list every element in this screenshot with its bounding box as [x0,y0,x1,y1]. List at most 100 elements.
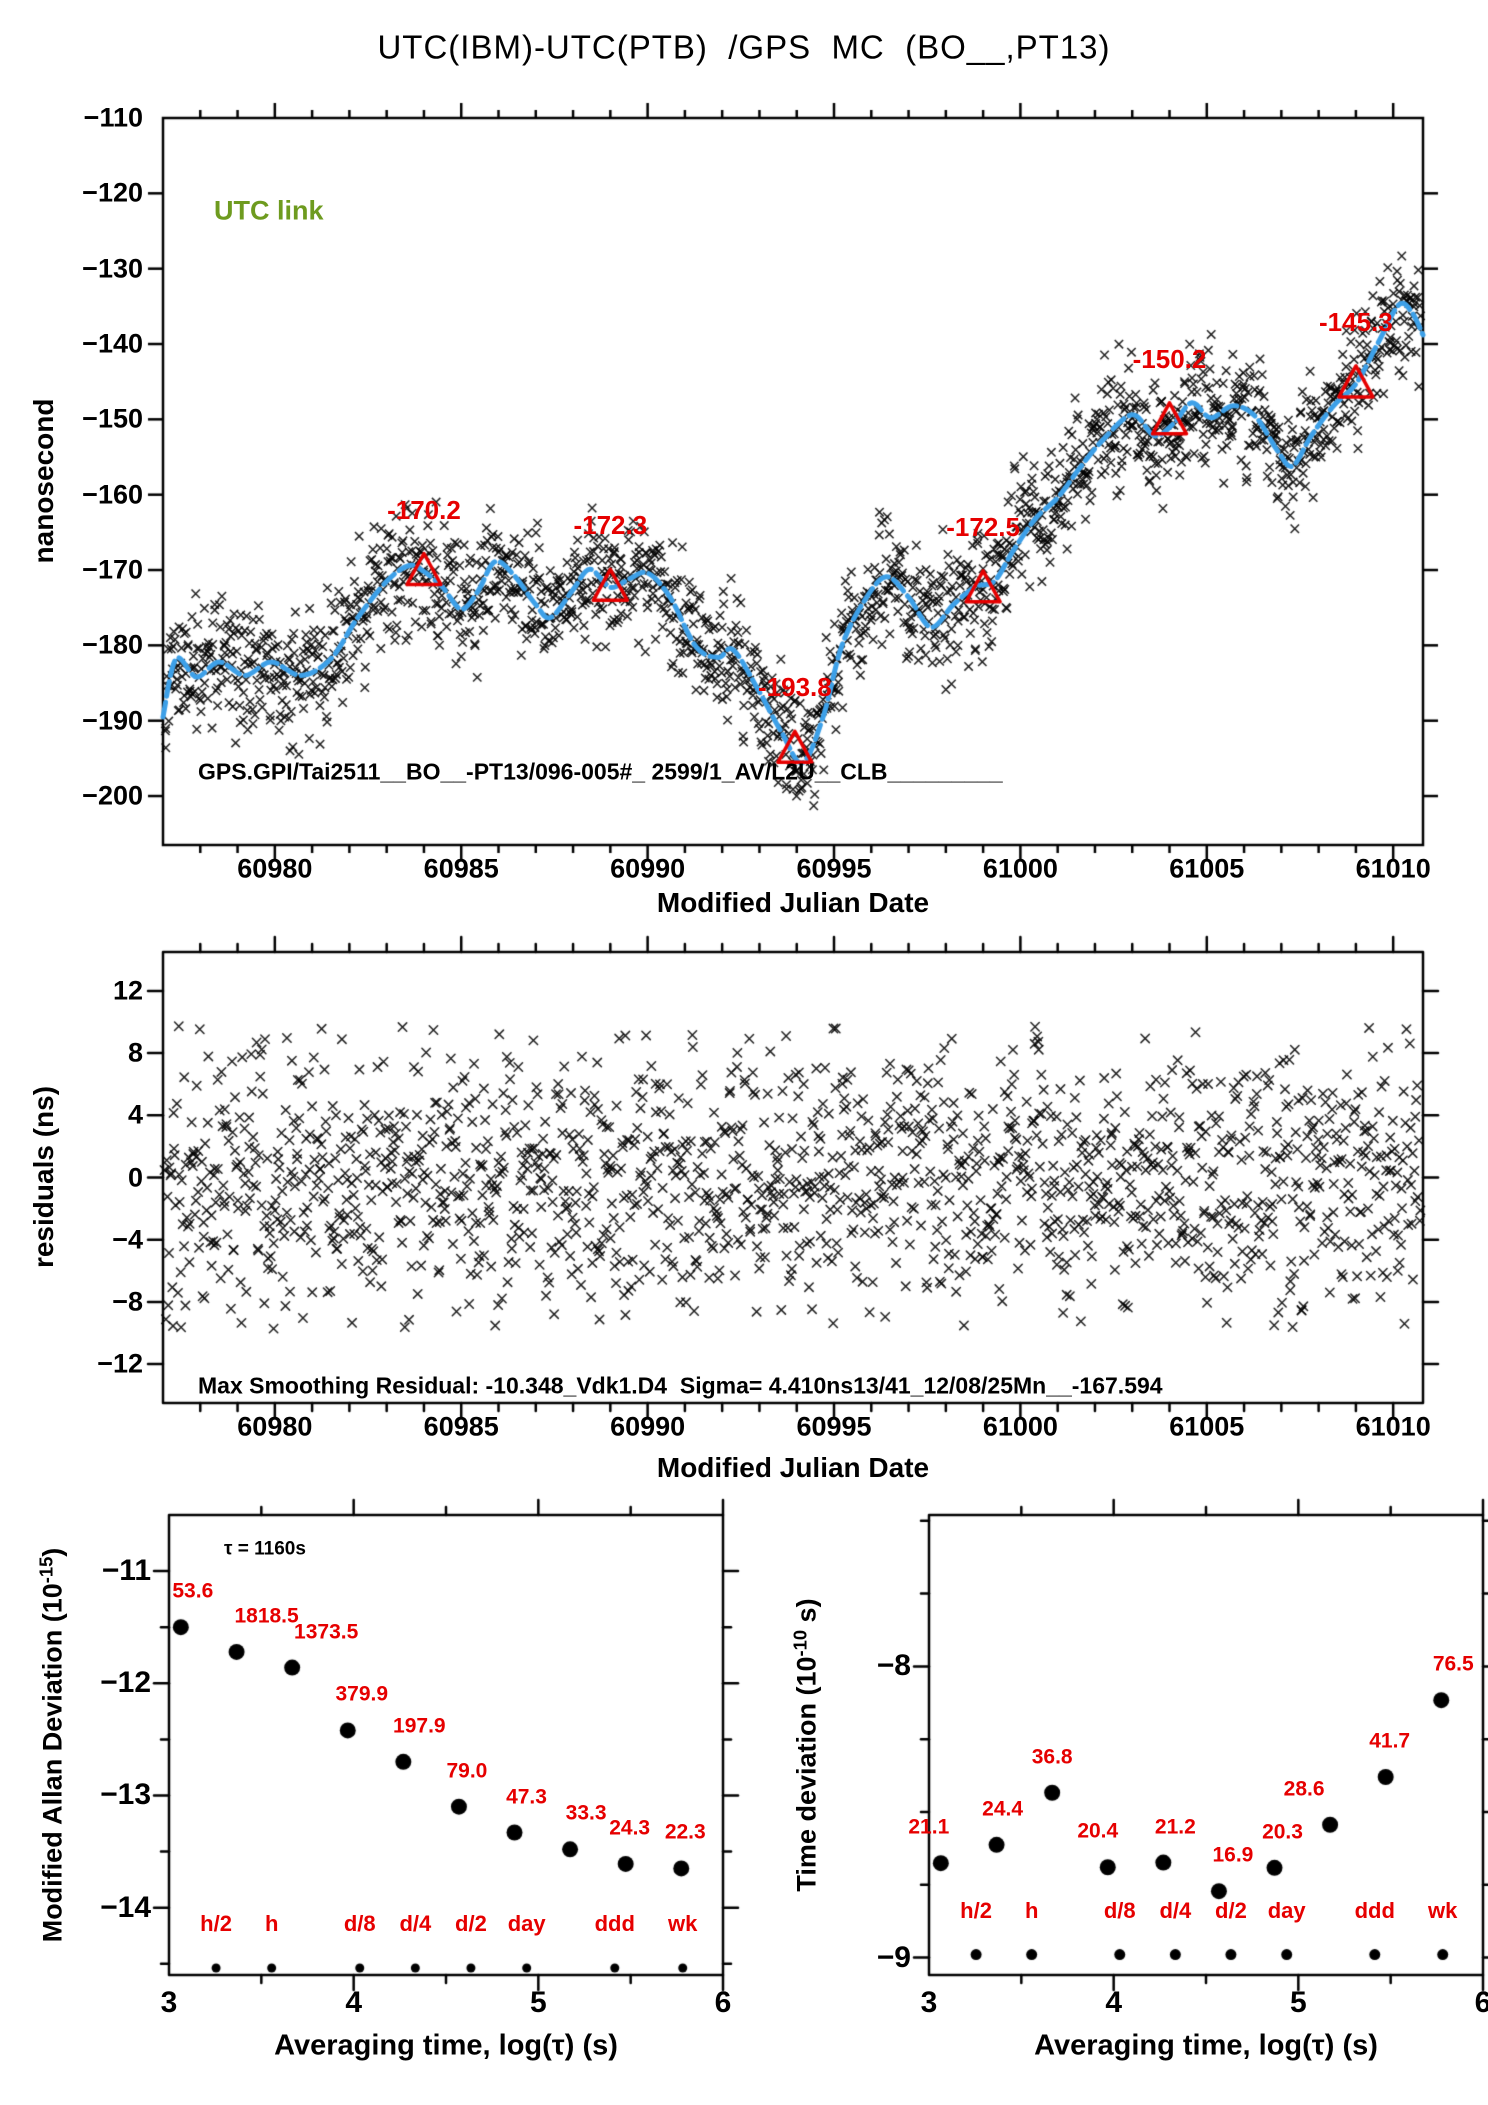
tau-marker-label: d/2 [455,1911,487,1936]
deviation-value-label: 197.9 [393,1714,446,1738]
nanosecond-tick-label: −110 [83,102,143,133]
nanosecond-tick-label: −140 [82,328,143,359]
deviation-value-label: 47.3 [506,1785,547,1808]
mjd-tick-label: 60980 [237,853,313,884]
top-panel-x-axis-title: Modified Julian Date [656,887,930,918]
log-tau-tick-label: 6 [1474,1986,1488,2019]
tau-marker-label: d/2 [1215,1897,1247,1923]
deviation-value-label: 24.4 [982,1797,1024,1821]
mjd-tick-label: 61000 [982,1411,1058,1442]
mjd-tick-label: 60995 [796,853,872,884]
mdev-x-axis-title: Averaging time, log(τ) (s) [274,2029,618,2062]
residuals-tick-label: 12 [112,975,143,1006]
max-smoothing-annotation: Max Smoothing Residual: -10.348_Vdk1.D4 … [198,1372,1163,1399]
reference-point-label: -170.2 [387,494,461,525]
deviation-value-label: 20.4 [1077,1819,1119,1843]
log-tau-tick-label: 4 [1105,1986,1122,2019]
reference-point-label: -150.2 [1132,343,1207,374]
mjd-tick-label: 61010 [1355,853,1431,884]
residuals-tick-label: 0 [127,1162,143,1192]
mjd-tick-label: 60980 [237,1411,313,1442]
mjd-tick-label: 60990 [610,853,686,884]
nanosecond-tick-label: −130 [82,253,143,284]
tdev-x-axis-title: Averaging time, log(τ) (s) [1034,2029,1378,2062]
deviation-value-label: 76.5 [1432,1652,1474,1676]
deviation-tick-label: −14 [100,1890,151,1924]
deviation-value-label: 36.8 [1031,1745,1073,1769]
mjd-tick-label: 61010 [1355,1411,1431,1442]
residuals-tick-label: −12 [97,1348,143,1379]
tau-marker-label: d/8 [343,1911,376,1936]
tau-marker-label: h/2 [200,1911,232,1936]
tau-note: τ = 1160s [224,1538,306,1560]
residuals-y-axis-title: residuals (ns) [28,1085,59,1269]
nanosecond-tick-label: −160 [82,479,143,510]
residuals-tick-label: −8 [112,1286,143,1317]
deviation-value-label: 1373.5 [294,1620,359,1644]
deviation-tick-label: −11 [101,1554,151,1588]
nanosecond-tick-label: −200 [82,780,143,811]
nanosecond-tick-label: −180 [82,629,143,660]
mjd-tick-label: 60985 [423,1411,499,1442]
nanosecond-tick-label: −150 [82,403,143,434]
residuals-x-axis-title: Modified Julian Date [656,1452,930,1483]
log-tau-tick-label: 3 [920,1986,938,2019]
deviation-value-label: 41.7 [1369,1729,1411,1753]
residuals-tick-label: −4 [112,1224,143,1255]
deviation-value-label: 28.6 [1283,1777,1325,1801]
tau-marker-label: wk [1428,1897,1458,1923]
tau-marker-label: wk [668,1911,698,1936]
mjd-tick-label: 60990 [610,1411,686,1442]
tdev-y-axis-title: Time deviation (10-10 s) [789,1598,822,1892]
deviation-value-label: 16.9 [1212,1843,1254,1867]
tau-marker-label: ddd [1354,1897,1395,1923]
mjd-tick-label: 60995 [796,1411,872,1442]
deviation-value-label: 22.3 [664,1820,706,1844]
nanosecond-tick-label: −120 [82,177,143,208]
deviation-tick-label: −13 [100,1778,151,1812]
tau-marker-label: day [507,1911,546,1936]
mjd-tick-label: 60985 [423,853,499,884]
tau-marker-label: h [1024,1897,1039,1923]
reference-point-label: -172.3 [573,510,648,541]
log-tau-tick-label: 5 [529,1986,547,2019]
nanosecond-tick-label: −170 [82,554,143,585]
tau-marker-label: d/8 [1103,1897,1136,1923]
deviation-value-label: 79.0 [446,1759,488,1783]
gps-id-annotation: GPS.GPI/Tai2511__BO__-PT13/096-005#_ 259… [198,758,1003,785]
tau-marker-label: d/4 [399,1911,432,1936]
utc-link-annotation: UTC link [214,195,324,226]
deviation-value-label: 20.3 [1262,1820,1303,1844]
deviation-value-label: 53.6 [172,1579,214,1603]
reference-point-label: -193.8 [757,672,832,703]
residuals-tick-label: 8 [127,1037,143,1068]
tau-marker-label: ddd [594,1911,635,1936]
reference-point-label: -145.3 [1319,306,1393,337]
deviation-tick-label: −12 [100,1666,151,1700]
deviation-tick-label: −8 [876,1649,911,1683]
log-tau-tick-label: 5 [1289,1986,1307,2019]
mjd-tick-label: 61005 [1169,1411,1245,1442]
mjd-tick-label: 61000 [982,853,1058,884]
log-tau-tick-label: 4 [345,1986,362,2019]
deviation-value-label: 24.3 [609,1816,651,1840]
nanosecond-tick-label: −190 [82,705,143,736]
log-tau-tick-label: 3 [160,1986,178,2019]
mdev-y-axis-title: Modified Allan Deviation (10-15) [35,1547,68,1943]
tau-marker-label: h/2 [960,1897,992,1923]
residuals-tick-label: 4 [127,1099,143,1130]
top-panel-y-axis-title: nanosecond [28,398,59,564]
deviation-tick-label: −9 [876,1940,911,1974]
log-tau-tick-label: 6 [714,1986,732,2019]
deviation-value-label: 21.1 [908,1815,950,1839]
tau-marker-label: d/4 [1159,1897,1192,1923]
page-title: UTC(IBM)-UTC(PTB) /GPS MC (BO__,PT13) [377,28,1111,66]
tau-marker-label: day [1267,1897,1306,1923]
mjd-tick-label: 61005 [1169,853,1245,884]
deviation-value-label: 379.9 [335,1682,389,1706]
deviation-value-label: 21.2 [1154,1815,1196,1839]
deviation-value-label: 33.3 [565,1801,607,1825]
reference-point-label: -172.5 [946,511,1020,542]
